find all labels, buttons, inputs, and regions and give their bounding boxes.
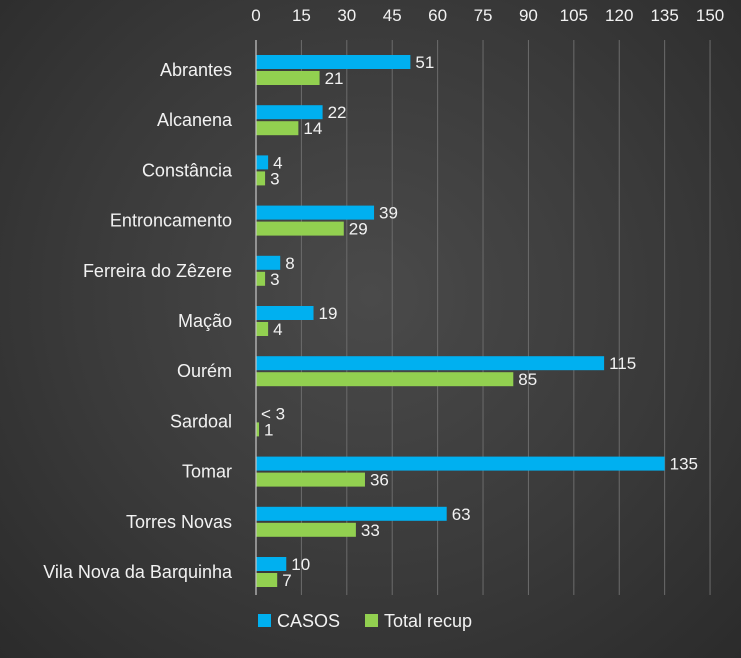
category-label: Abrantes — [160, 60, 232, 80]
bar-total-recup — [256, 322, 269, 336]
bar-total-recup — [256, 573, 278, 587]
data-label: 33 — [361, 521, 380, 540]
category-label: Ferreira do Zêzere — [83, 261, 232, 281]
x-tick-label: 120 — [605, 6, 633, 25]
bar-casos — [256, 456, 665, 471]
bar-total-recup — [256, 121, 299, 136]
category-label: Constância — [142, 160, 233, 180]
data-label: 7 — [282, 571, 291, 590]
bar-total-recup — [256, 171, 266, 186]
x-tick-label: 105 — [560, 6, 588, 25]
x-tick-label: 0 — [251, 6, 260, 25]
category-label: Torres Novas — [126, 512, 232, 532]
data-label: 1 — [264, 420, 273, 439]
category-labels: Abrantes Alcanena Constância Entroncamento F… — [43, 60, 233, 582]
data-label: 63 — [452, 505, 471, 524]
data-label: 19 — [319, 304, 338, 323]
bar-casos — [256, 255, 281, 270]
data-label: 3 — [270, 169, 279, 188]
bar-casos — [256, 55, 411, 69]
x-tick-label: 135 — [650, 6, 678, 25]
bar-total-recup — [256, 372, 514, 387]
bar-casos — [256, 557, 287, 571]
x-tick-label: 60 — [428, 6, 447, 25]
data-label: 21 — [325, 69, 344, 88]
x-axis-tick-labels: 0 15 30 45 60 75 90 105 120 135 150 — [251, 6, 724, 25]
x-tick-label: 15 — [292, 6, 311, 25]
bar-total-recup — [256, 422, 260, 437]
data-label: 3 — [270, 270, 279, 289]
data-label: 14 — [303, 119, 322, 138]
data-label: 36 — [370, 471, 389, 490]
data-label: 51 — [415, 53, 434, 72]
legend-swatch — [258, 614, 271, 627]
x-tick-label: 75 — [474, 6, 493, 25]
category-label: Vila Nova da Barquinha — [43, 562, 233, 582]
data-label: 22 — [328, 103, 347, 122]
data-label: 29 — [349, 220, 368, 239]
legend-label: CASOS — [277, 611, 340, 631]
category-label: Tomar — [182, 462, 232, 482]
x-tick-label: 45 — [383, 6, 402, 25]
bar-casos — [256, 306, 314, 320]
category-label: Alcanena — [157, 110, 233, 130]
bar-casos — [256, 105, 323, 120]
bar-total-recup — [256, 472, 365, 487]
bar-total-recup — [256, 271, 266, 286]
category-label: Sardoal — [170, 411, 232, 431]
bar-casos — [256, 205, 375, 220]
bar-total-recup — [256, 71, 320, 85]
data-label: 39 — [379, 204, 398, 223]
data-label: 135 — [670, 455, 698, 474]
bar-casos — [256, 506, 447, 521]
bar-casos — [256, 155, 269, 170]
bar-total-recup — [256, 522, 356, 537]
legend-label: Total recup — [384, 611, 472, 631]
data-label: 4 — [273, 153, 282, 172]
gridlines — [300, 40, 711, 595]
bar-total-recup — [256, 221, 344, 236]
legend: CASOS Total recup — [258, 611, 472, 631]
data-label: < 3 — [261, 404, 285, 423]
data-label: 4 — [273, 320, 282, 339]
category-label: Mação — [178, 311, 232, 331]
x-tick-label: 150 — [696, 6, 724, 25]
x-tick-label: 30 — [337, 6, 356, 25]
x-tick-label: 90 — [519, 6, 538, 25]
data-label: 10 — [291, 555, 310, 574]
bars — [256, 55, 665, 587]
bar-casos — [256, 356, 605, 371]
category-label: Ourém — [177, 361, 232, 381]
data-label: 115 — [609, 354, 636, 373]
data-label: 8 — [285, 254, 294, 273]
legend-swatch — [365, 614, 378, 627]
data-label: 85 — [518, 370, 537, 389]
category-label: Entroncamento — [110, 211, 232, 231]
